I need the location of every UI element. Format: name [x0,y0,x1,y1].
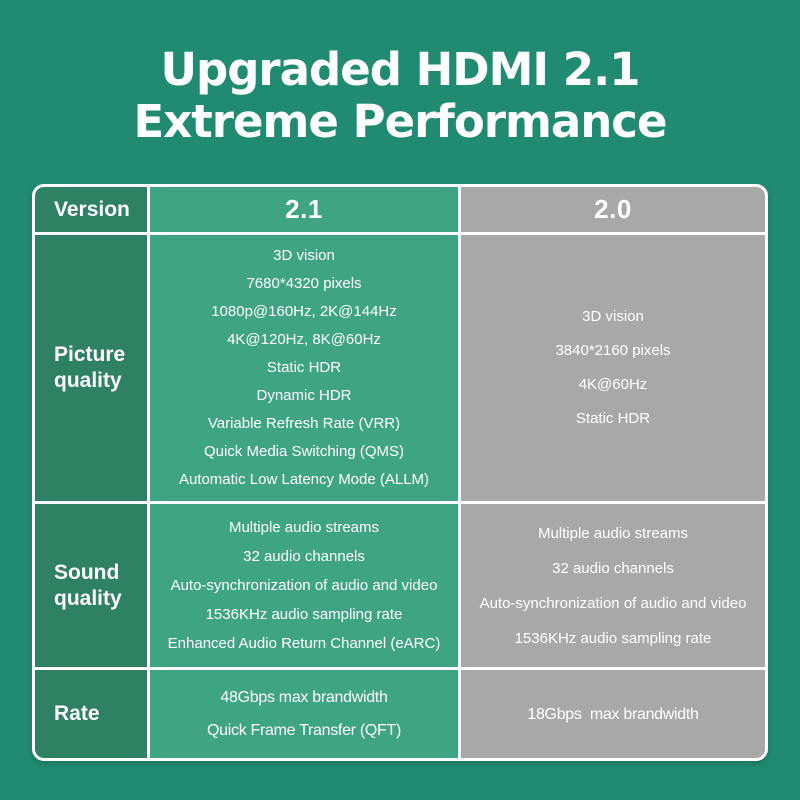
rate-hdmi-2-0-cell: 18Gbps max brandwidth [461,670,765,758]
picture-quality-hdmi-2-1-cell: 3D vision 7680*4320 pixels 1080p@160Hz, … [150,235,458,501]
page-title: Upgraded HDMI 2.1 Extreme Performance [133,43,668,148]
sound-quality-label-cell: Sound quality [35,504,147,667]
version-header-cell: Version [35,187,147,232]
sound-quality-hdmi-2-1-cell: Multiple audio streams 32 audio channels… [150,504,458,667]
sound-quality-hdmi-2-0-cell: Multiple audio streams 32 audio channels… [461,504,765,667]
comparison-table: Version 2.1 2.0 Picture quality 3D visio… [32,184,768,761]
hdmi-2-0-header-cell: 2.0 [461,187,765,232]
rate-hdmi-2-1-cell: 48Gbps max brandwidth Quick Frame Transf… [150,670,458,758]
picture-quality-hdmi-2-0-cell: 3D vision 3840*2160 pixels 4K@60Hz Stati… [461,235,765,501]
rate-label-cell: Rate [35,670,147,758]
hdmi-2-1-header-cell: 2.1 [150,187,458,232]
picture-quality-label-cell: Picture quality [35,235,147,501]
